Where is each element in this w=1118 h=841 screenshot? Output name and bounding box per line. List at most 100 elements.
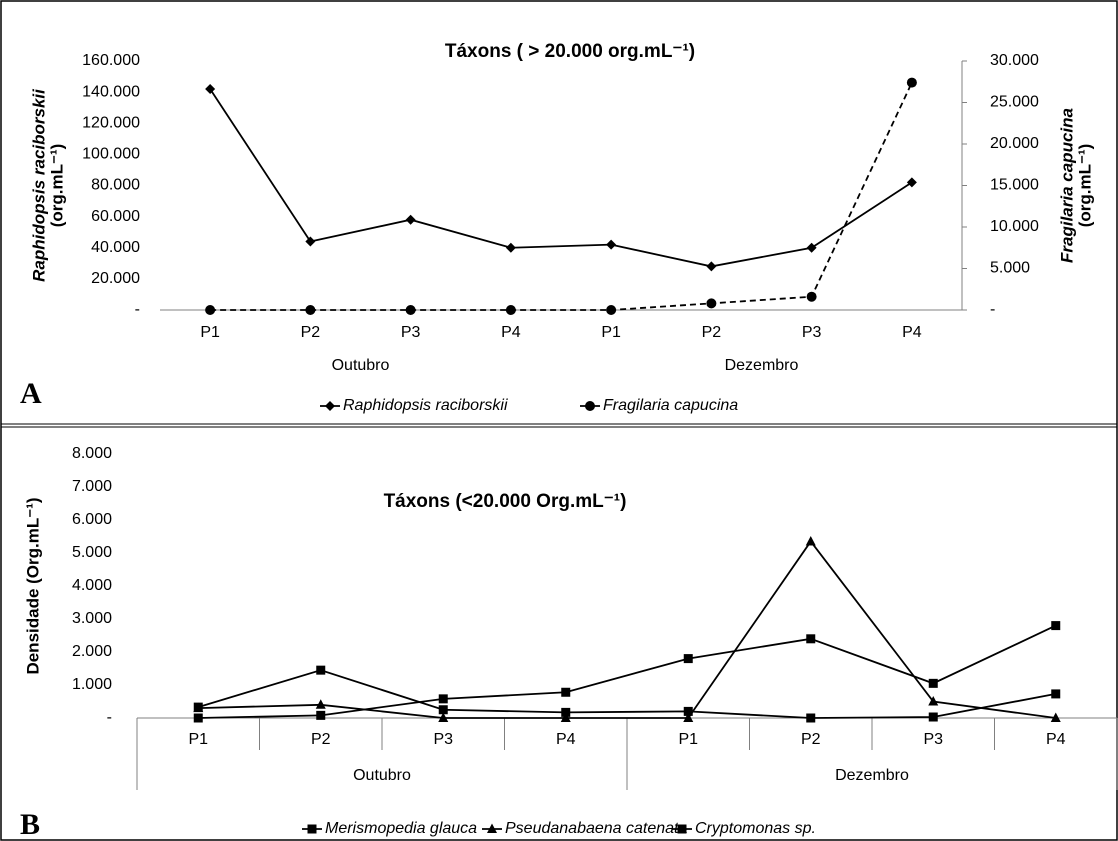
data-point — [505, 242, 516, 253]
x-tick-label: P2 — [311, 731, 331, 748]
legend-marker — [585, 401, 595, 411]
y2-tick-label: - — [990, 301, 995, 318]
data-point — [1050, 712, 1061, 722]
data-point — [438, 712, 449, 722]
series-line — [197, 669, 1056, 719]
data-point — [1051, 621, 1061, 631]
series-line — [210, 82, 913, 311]
data-point — [305, 236, 316, 247]
x-tick-label: P3 — [802, 324, 822, 341]
data-point — [906, 177, 917, 188]
legend-marker — [325, 401, 335, 411]
y-tick-label: 1.000 — [72, 676, 112, 693]
data-point — [193, 702, 203, 712]
y-tick-label: 160.000 — [82, 52, 140, 69]
data-point — [316, 710, 326, 720]
data-point — [806, 291, 817, 302]
x-tick-label: P2 — [801, 731, 821, 748]
category-group-label: Outubro — [353, 767, 411, 784]
x-tick-label: P3 — [433, 731, 453, 748]
y-tick-label: 40.000 — [91, 239, 140, 256]
data-point — [606, 305, 617, 315]
data-point — [806, 242, 817, 253]
legend-label: Merismopedia glauca — [325, 820, 477, 837]
data-point — [305, 305, 316, 315]
data-point — [706, 298, 717, 309]
panel-label: B — [20, 808, 40, 841]
y-tick-label: 4.000 — [72, 577, 112, 594]
data-point — [928, 678, 938, 688]
y-tick-label: - — [135, 301, 140, 318]
x-tick-label: P1 — [200, 324, 220, 341]
legend-marker — [487, 823, 497, 833]
data-point — [315, 699, 326, 709]
data-point — [561, 707, 571, 717]
data-point — [706, 261, 717, 272]
y-axis-label: (org.mL⁻¹) — [47, 144, 66, 228]
y-tick-label: 2.000 — [72, 643, 112, 660]
data-point — [438, 694, 448, 704]
data-point — [205, 305, 216, 315]
chart-title: Táxons ( > 20.000 org.mL⁻¹) — [445, 41, 695, 62]
data-point — [683, 654, 693, 664]
x-tick-label: P2 — [702, 324, 722, 341]
legend-label: Cryptomonas sp. — [695, 820, 816, 837]
x-tick-label: P4 — [1046, 731, 1066, 748]
data-point — [205, 84, 216, 95]
data-point — [928, 696, 939, 706]
legend-label: Pseudanabaena catenata — [505, 820, 687, 837]
data-point — [561, 687, 571, 697]
x-tick-label: P3 — [923, 731, 943, 748]
data-point — [606, 239, 617, 250]
x-tick-label: P4 — [902, 324, 922, 341]
data-point — [683, 706, 693, 716]
x-tick-label: P1 — [188, 731, 208, 748]
y-tick-label: 60.000 — [91, 208, 140, 225]
y2-tick-label: 20.000 — [990, 135, 1039, 152]
data-point — [806, 634, 816, 644]
series-line — [198, 539, 1056, 719]
series-line — [209, 88, 913, 268]
y-tick-label: 6.000 — [72, 511, 112, 528]
y-tick-label: 100.000 — [82, 146, 140, 163]
y-tick-label: 5.000 — [72, 544, 112, 561]
data-point — [805, 535, 816, 546]
legend-marker — [677, 824, 687, 834]
data-point — [906, 77, 917, 88]
y-tick-label: 140.000 — [82, 83, 140, 100]
data-point — [405, 305, 416, 315]
data-point — [1051, 689, 1061, 699]
y-tick-label: 120.000 — [82, 114, 140, 131]
data-point — [806, 713, 816, 723]
y2-axis-label: Fragilaria capucina — [1057, 108, 1076, 263]
legend-marker — [307, 824, 317, 834]
y-tick-label: 8.000 — [72, 445, 112, 462]
data-point — [683, 712, 694, 722]
panel-label: A — [20, 377, 42, 410]
category-group-label: Outubro — [332, 357, 390, 374]
x-tick-label: P2 — [301, 324, 321, 341]
y2-tick-label: 25.000 — [990, 94, 1039, 111]
data-point — [316, 665, 326, 675]
data-point — [505, 305, 516, 315]
y-tick-label: 7.000 — [72, 478, 112, 495]
legend-label: Fragilaria capucina — [603, 397, 738, 414]
data-point — [928, 712, 938, 722]
y2-tick-label: 15.000 — [990, 177, 1039, 194]
y-tick-label: 20.000 — [91, 270, 140, 287]
legend-label: Raphidopsis raciborskii — [343, 397, 508, 414]
y-axis-label: Densidade (Org.mL⁻¹) — [23, 497, 42, 674]
y2-tick-label: 30.000 — [990, 52, 1039, 69]
data-point — [405, 214, 416, 225]
chart-title: Táxons (<20.000 Org.mL⁻¹) — [384, 491, 627, 512]
y-tick-label: 80.000 — [91, 177, 140, 194]
x-tick-label: P4 — [501, 324, 521, 341]
y2-axis-label: (org.mL⁻¹) — [1075, 144, 1094, 228]
x-tick-label: P4 — [556, 731, 576, 748]
x-tick-label: P3 — [401, 324, 421, 341]
y-tick-label: 3.000 — [72, 610, 112, 627]
y2-tick-label: 10.000 — [990, 218, 1039, 235]
category-group-label: Dezembro — [725, 357, 799, 374]
